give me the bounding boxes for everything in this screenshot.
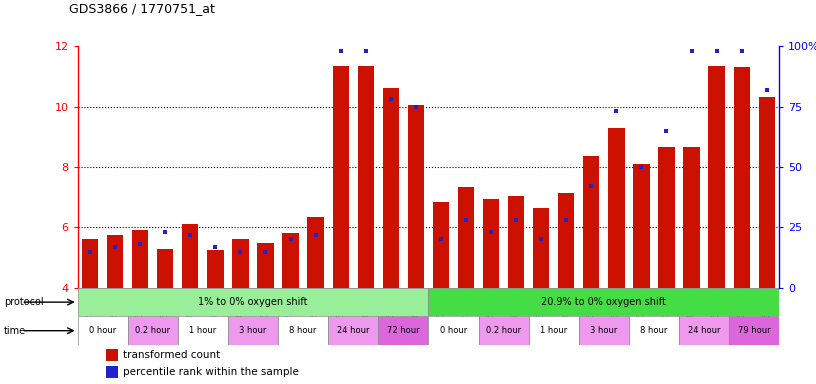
Bar <box>533 208 549 288</box>
Bar <box>78 288 428 316</box>
Text: time: time <box>4 326 26 336</box>
Text: 24 hour: 24 hour <box>688 326 721 335</box>
Bar <box>428 288 779 316</box>
Bar <box>82 240 98 288</box>
Text: 20.9% to 0% oxygen shift: 20.9% to 0% oxygen shift <box>541 297 667 307</box>
Text: percentile rank within the sample: percentile rank within the sample <box>123 367 299 377</box>
Text: 0.2 hour: 0.2 hour <box>486 326 521 335</box>
Bar <box>105 366 118 378</box>
Text: 8 hour: 8 hour <box>290 326 317 335</box>
Bar <box>78 316 127 345</box>
Bar <box>558 193 574 288</box>
Bar <box>157 248 173 288</box>
Bar <box>333 66 348 288</box>
Text: transformed count: transformed count <box>123 350 220 360</box>
Bar <box>233 240 249 288</box>
Bar <box>734 67 750 288</box>
Bar <box>105 349 118 361</box>
Bar <box>132 230 149 288</box>
Text: 8 hour: 8 hour <box>641 326 667 335</box>
Bar <box>408 105 424 288</box>
Bar <box>483 199 499 288</box>
Bar <box>308 217 324 288</box>
Bar <box>257 243 273 288</box>
Bar <box>182 224 198 288</box>
Text: 24 hour: 24 hour <box>337 326 370 335</box>
Text: 0.2 hour: 0.2 hour <box>135 326 171 335</box>
Bar <box>428 316 478 345</box>
Bar <box>633 164 650 288</box>
Text: 3 hour: 3 hour <box>239 326 267 335</box>
Bar <box>107 235 123 288</box>
Bar <box>207 250 224 288</box>
Bar <box>608 127 624 288</box>
Bar <box>629 316 679 345</box>
Text: 0 hour: 0 hour <box>89 326 116 335</box>
Text: 3 hour: 3 hour <box>590 326 618 335</box>
Bar <box>282 233 299 288</box>
Text: 0 hour: 0 hour <box>440 326 467 335</box>
Bar <box>228 316 278 345</box>
Bar <box>178 316 228 345</box>
Text: 72 hour: 72 hour <box>387 326 419 335</box>
Bar <box>458 187 474 288</box>
Bar <box>579 316 629 345</box>
Bar <box>759 98 775 288</box>
Text: 79 hour: 79 hour <box>738 326 770 335</box>
Bar <box>529 316 579 345</box>
Bar <box>708 66 725 288</box>
Bar <box>383 88 399 288</box>
Bar <box>278 316 328 345</box>
Bar <box>679 316 730 345</box>
Bar <box>432 202 449 288</box>
Bar <box>659 147 675 288</box>
Bar <box>379 316 428 345</box>
Bar <box>478 316 529 345</box>
Text: 1 hour: 1 hour <box>189 326 216 335</box>
Bar <box>328 316 379 345</box>
Bar <box>684 147 699 288</box>
Text: 1 hour: 1 hour <box>540 326 567 335</box>
Text: 1% to 0% oxygen shift: 1% to 0% oxygen shift <box>198 297 308 307</box>
Bar <box>730 316 779 345</box>
Text: protocol: protocol <box>4 297 44 307</box>
Bar <box>357 66 374 288</box>
Bar <box>127 316 178 345</box>
Text: GDS3866 / 1770751_at: GDS3866 / 1770751_at <box>69 2 215 15</box>
Bar <box>508 196 524 288</box>
Bar <box>583 156 600 288</box>
